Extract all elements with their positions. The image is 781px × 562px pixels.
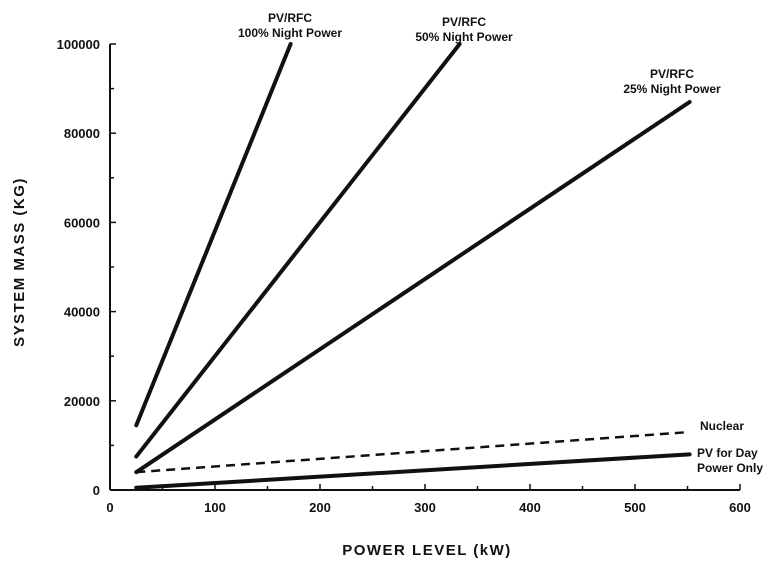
axes: 0 100 200 300 400 500 600 0 20000 40000 60000 80000… — [57, 37, 751, 515]
x-tick-label: 100 — [204, 500, 226, 515]
x-tick-label: 200 — [309, 500, 331, 515]
series-line — [134, 42, 293, 428]
series-line — [134, 42, 462, 459]
series-layer — [134, 42, 692, 490]
series-line — [136, 430, 690, 474]
series-label: Power Only — [697, 461, 763, 475]
y-tick-label: 100000 — [57, 37, 100, 52]
series-label: PV for Day — [697, 446, 758, 460]
series-line — [134, 99, 692, 475]
series-label: PV/RFC — [442, 15, 486, 29]
x-tick-label: 300 — [414, 500, 436, 515]
x-tick-label: 600 — [729, 500, 751, 515]
series-label: PV/RFC — [650, 67, 694, 81]
series-label: 25% Night Power — [623, 82, 721, 96]
series-label: 50% Night Power — [415, 30, 513, 44]
y-tick-label: 60000 — [64, 215, 100, 230]
series-label: Nuclear — [700, 419, 744, 433]
y-tick-label: 40000 — [64, 305, 100, 320]
y-tick-label: 80000 — [64, 126, 100, 141]
series-line — [134, 452, 692, 490]
y-tick-label: 20000 — [64, 394, 100, 409]
y-axis-title: SYSTEM MASS (KG) — [11, 177, 28, 347]
series-label: PV/RFC — [268, 11, 312, 25]
x-axis-title: POWER LEVEL (kW) — [342, 542, 512, 559]
series-label: 100% Night Power — [238, 26, 342, 40]
x-tick-label: 500 — [624, 500, 646, 515]
x-tick-label: 0 — [106, 500, 113, 515]
x-tick-label: 400 — [519, 500, 541, 515]
y-tick-label: 0 — [93, 483, 100, 498]
